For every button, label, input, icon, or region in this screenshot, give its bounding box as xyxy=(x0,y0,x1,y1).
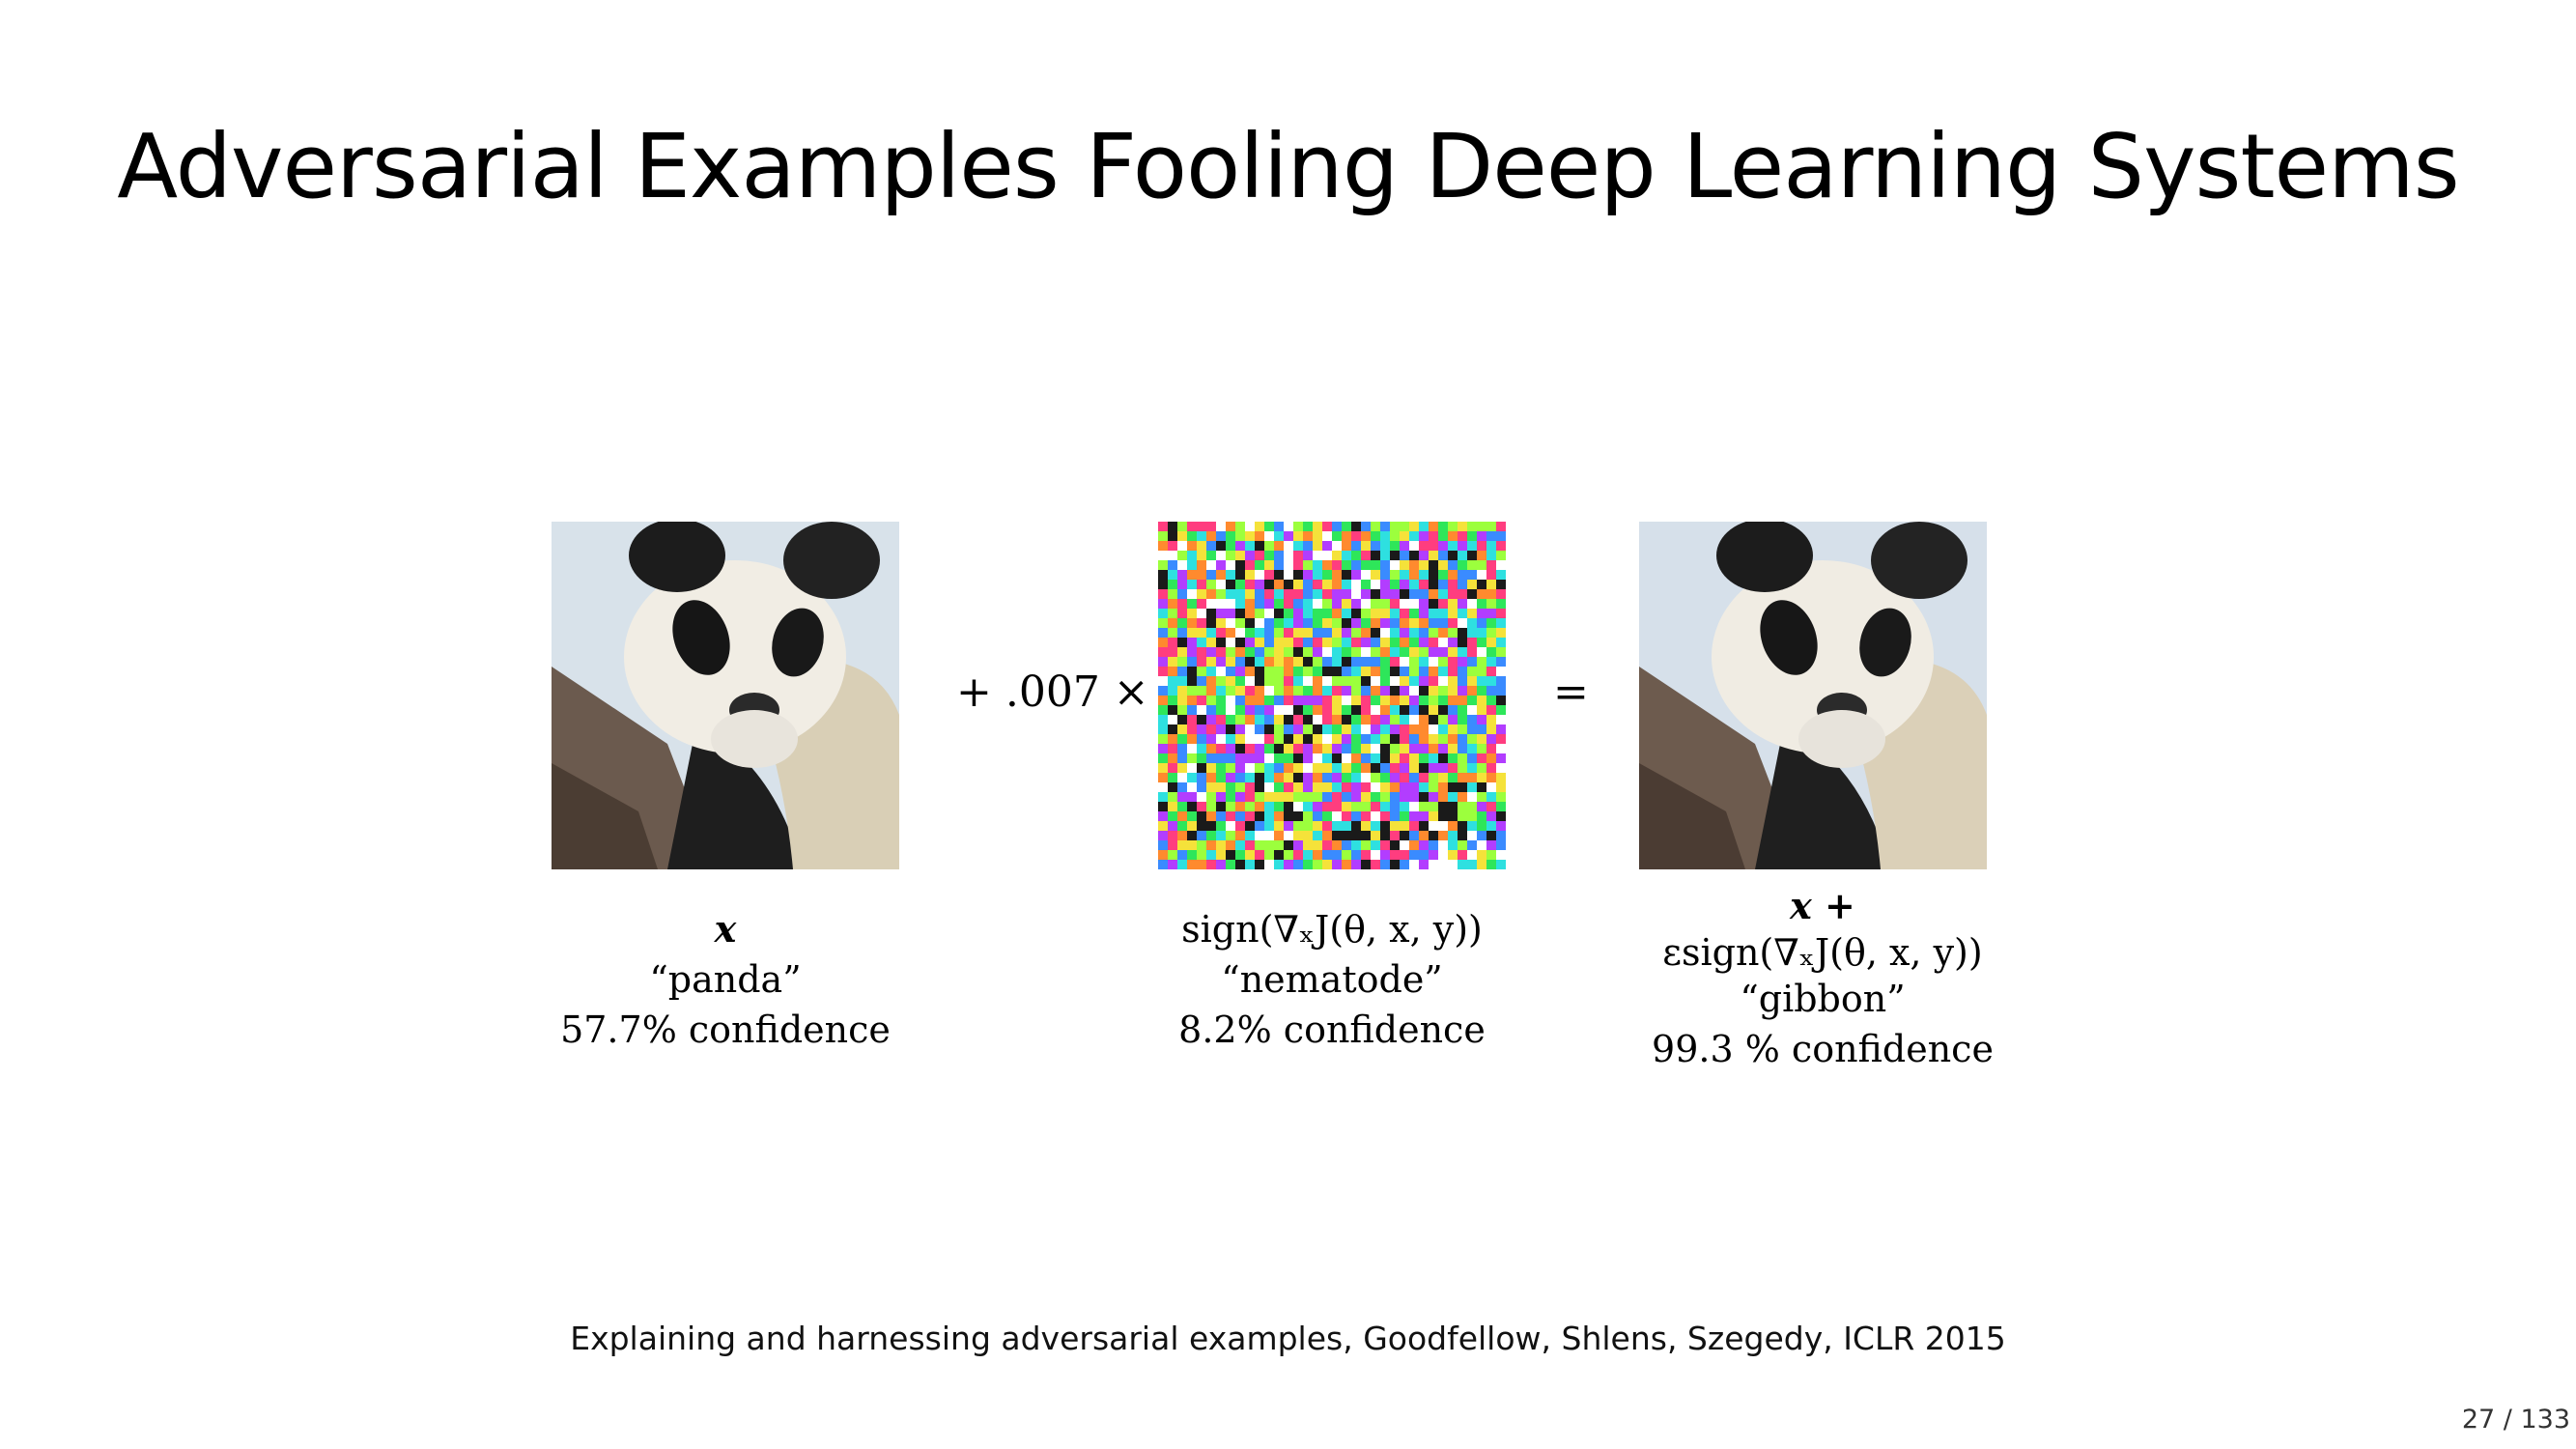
noise-caption: sign(∇ₓJ(θ, x, y)) “nematode” 8.2% confi… xyxy=(1129,904,1535,1055)
noise-math-label: sign(∇ₓJ(θ, x, y)) xyxy=(1181,908,1483,951)
page-number: 27 / 133 xyxy=(2461,1405,2570,1435)
panda-image xyxy=(552,522,899,869)
plus-epsilon-times-operator: + .007 × xyxy=(956,668,1149,717)
adversarial-panda-image xyxy=(1639,522,1987,869)
adversarial-figure: + .007 × = x “panda” 57.7% confidence si… xyxy=(542,522,2025,1074)
equals-operator: = xyxy=(1553,668,1589,717)
panda-math-label: x xyxy=(714,907,737,951)
citation: Explaining and harnessing adversarial ex… xyxy=(570,1320,2006,1357)
panda-class-label: “panda” xyxy=(649,958,802,1001)
panda-confidence: 57.7% confidence xyxy=(560,1009,891,1051)
perturbation-noise-image xyxy=(1158,522,1506,869)
noise-confidence: 8.2% confidence xyxy=(1178,1009,1486,1051)
slide-title: Adversarial Examples Fooling Deep Learni… xyxy=(117,115,2459,218)
noise-class-label: “nematode” xyxy=(1221,958,1443,1001)
gibbon-math-line2: εsign(∇ₓJ(θ, x, y)) xyxy=(1662,931,1983,974)
gibbon-confidence: 99.3 % confidence xyxy=(1652,1028,1994,1070)
gibbon-class-label: “gibbon” xyxy=(1740,978,1906,1020)
panda-caption: x “panda” 57.7% confidence xyxy=(542,904,909,1055)
gibbon-math-line1: x + xyxy=(1790,884,1855,927)
gibbon-caption: x + εsign(∇ₓJ(θ, x, y)) “gibbon” 99.3 % … xyxy=(1620,881,2025,1074)
